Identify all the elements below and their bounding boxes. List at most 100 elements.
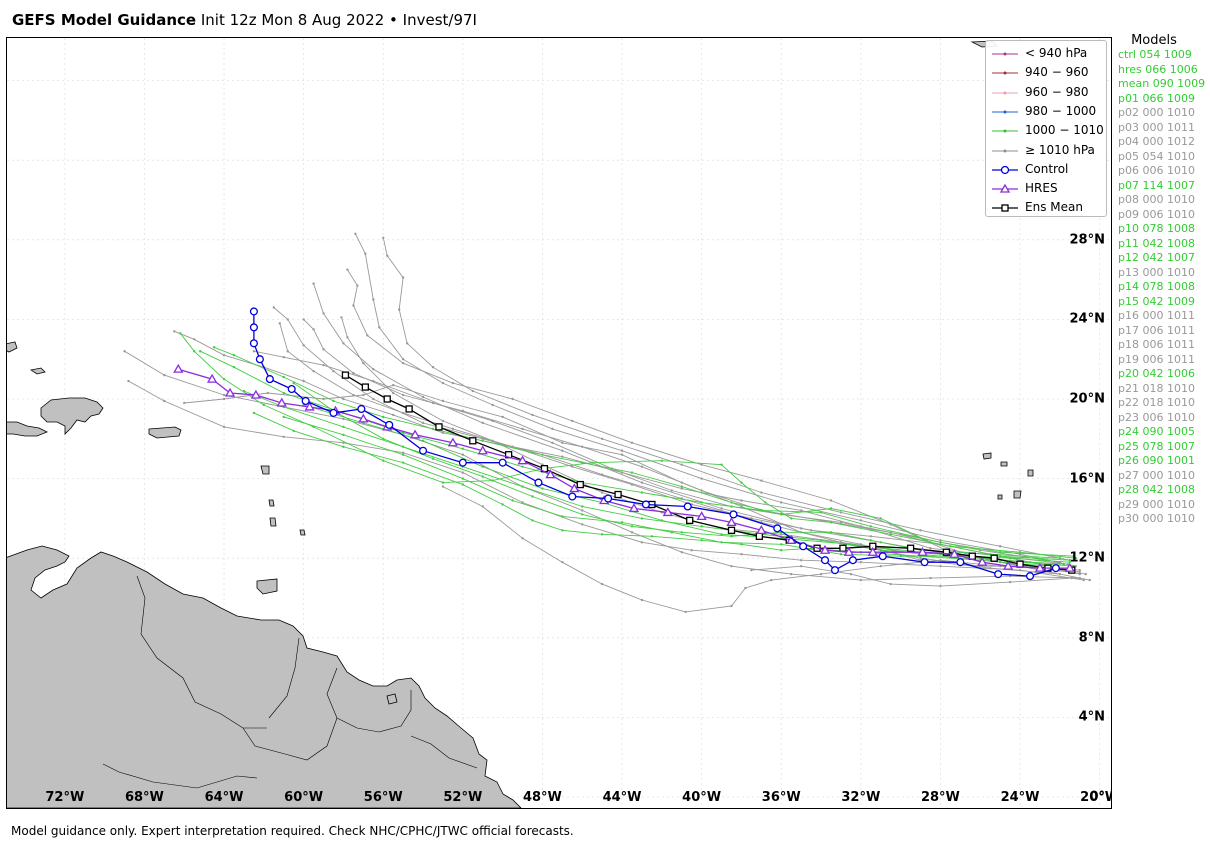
model-item: p18 006 1011 [1118, 338, 1195, 351]
model-item: ctrl 054 1009 [1118, 48, 1192, 61]
track-point [600, 437, 604, 440]
border-line [136, 575, 267, 729]
track-point [819, 572, 823, 576]
track-point [750, 517, 753, 520]
member-track-gray [303, 319, 1060, 563]
model-item: p19 006 1011 [1118, 352, 1195, 366]
member-track-green [200, 350, 1074, 557]
hres-track-marker [819, 544, 831, 554]
legend-label: Ens Mean [1025, 200, 1083, 215]
legend-marker [1000, 165, 1010, 174]
track-point [531, 495, 534, 498]
track-point [680, 551, 683, 554]
track-point [998, 551, 1002, 554]
track-point [123, 350, 126, 353]
control-track-marker [301, 396, 310, 406]
track-point [740, 481, 743, 484]
control-track-marker [385, 420, 394, 429]
model-item: p26 090 1001 [1118, 454, 1195, 467]
legend-entry: 980 − 1000 [986, 102, 1106, 121]
track-point [340, 316, 343, 319]
model-item: p07 114 1007 [1118, 178, 1195, 192]
track-point [322, 363, 325, 367]
track-point [521, 465, 524, 468]
track-point [620, 471, 624, 474]
model-item: p23 006 1010 [1118, 410, 1195, 424]
track-point [919, 529, 922, 532]
track-point [561, 515, 564, 518]
track-point [356, 284, 359, 287]
track-point [266, 391, 270, 395]
legend-marker [1003, 149, 1007, 152]
track-point [1078, 568, 1081, 572]
control-track-marker [249, 307, 258, 316]
hres-track-marker [867, 546, 878, 556]
legend-label: 960 − 980 [1025, 84, 1089, 99]
track-point [346, 268, 349, 271]
track-point [700, 539, 703, 542]
track-point [780, 533, 783, 536]
hres-track-marker [1002, 560, 1014, 570]
control-track-marker [1025, 572, 1035, 581]
track-point [670, 531, 673, 534]
track-point [312, 369, 315, 373]
track-point [1058, 557, 1062, 560]
control-track-marker [255, 355, 264, 364]
cuba-east-coast [7, 421, 48, 437]
track-point [1074, 557, 1077, 560]
model-item: hres 066 1006 [1118, 62, 1198, 76]
member-track-gray [174, 330, 1068, 565]
track-point [173, 330, 176, 333]
hres-track-marker [517, 455, 528, 465]
track-point [451, 427, 455, 431]
track-point [829, 507, 833, 510]
member-track-green [179, 333, 1076, 559]
legend-marker [1001, 204, 1009, 213]
model-item: p20 042 1006 [1118, 367, 1195, 380]
track-point [127, 379, 130, 383]
track-point [680, 531, 683, 534]
track-point [431, 401, 435, 405]
track-point [1008, 580, 1012, 584]
jamaica-island [29, 367, 46, 375]
track-point [730, 564, 733, 568]
track-point [998, 555, 1002, 558]
track-point [889, 582, 892, 586]
track-point [869, 525, 872, 528]
control-track-marker [1051, 564, 1060, 573]
highlighted-tracks [173, 307, 1076, 581]
footer-disclaimer: Model guidance only. Expert interpretati… [11, 824, 574, 838]
legend-entry: 960 − 980 [986, 83, 1106, 102]
hres-track-marker [250, 389, 262, 399]
track-point [193, 350, 196, 353]
longitude-label: 56°W [363, 790, 403, 805]
longitude-label: 64°W [204, 790, 244, 805]
map-frame[interactable]: 28°N 24°N 20°N 16°N 12°N 8°N 4°N 0° 72°W 68°W 64°… [6, 37, 1112, 809]
models-panel: Models ctrl 054 1009 hres 066 1006 mean 09… [1118, 33, 1210, 527]
hres-track-marker [224, 387, 236, 397]
model-item: p12 042 1007 [1118, 251, 1195, 264]
country-borders [102, 575, 478, 789]
track-point [839, 521, 843, 524]
ensemble-member-tracks [123, 232, 1091, 614]
track-point [750, 568, 753, 572]
legend-label: ≥ 1010 hPa [1025, 142, 1095, 157]
model-item: p22 018 1010 [1118, 396, 1195, 409]
hres-track-marker [276, 397, 287, 407]
track-point [332, 399, 335, 403]
track-point [819, 539, 823, 542]
track-point [551, 427, 554, 431]
track-point [352, 371, 355, 375]
track-point [799, 509, 803, 512]
track-point [521, 485, 524, 488]
longitude-label: 68°W [124, 790, 164, 805]
map-canvas[interactable] [7, 38, 1111, 808]
hres-track-marker [569, 483, 580, 493]
hispaniola-island [40, 397, 104, 435]
legend-label: 1000 − 1010 [1025, 123, 1104, 138]
model-item: p21 018 1010 [1118, 381, 1195, 395]
track-point [372, 379, 375, 383]
barbados-island [299, 529, 306, 536]
model-item: p25 078 1007 [1118, 439, 1195, 453]
track-point [441, 419, 445, 423]
